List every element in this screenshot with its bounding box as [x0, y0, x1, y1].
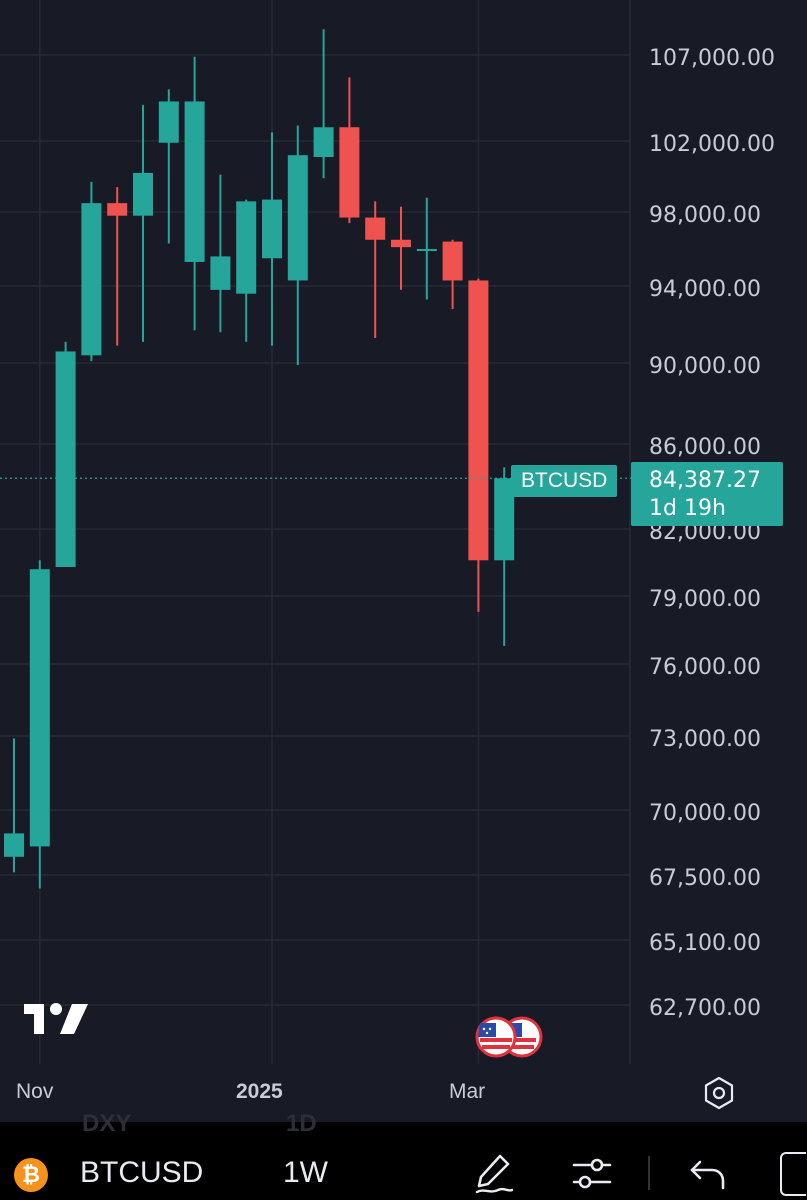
bitcoin-icon[interactable]: ₿ — [14, 1158, 48, 1192]
candle-body — [494, 478, 515, 561]
price-tick-label: 98,000.00 — [649, 203, 761, 228]
candle-body — [416, 249, 437, 251]
more-button-partial[interactable] — [780, 1152, 806, 1196]
current-price-value: 84,387.27 — [649, 468, 761, 493]
candle-body — [365, 217, 386, 240]
bar-countdown: 1d 19h — [649, 496, 726, 521]
price-tick-label: 67,500.00 — [649, 866, 761, 891]
candles-layer — [4, 29, 515, 889]
candlestick-chart[interactable]: 107,000.00 102,000.00 98,000.00 94,000.00 90… — [0, 0, 807, 1064]
current-price-tag: 84,387.27 1d 19h — [631, 462, 783, 526]
price-tick-label: 76,000.00 — [649, 655, 761, 680]
price-tick-label: 65,100.00 — [649, 931, 761, 956]
candle[interactable] — [262, 132, 282, 346]
candle[interactable] — [391, 206, 411, 290]
candle[interactable] — [416, 197, 437, 300]
candle[interactable] — [468, 278, 489, 612]
candle[interactable] — [4, 738, 24, 873]
us-events-icon[interactable] — [474, 1014, 546, 1060]
candle-body — [236, 201, 257, 294]
candle[interactable] — [210, 174, 231, 333]
candle[interactable] — [236, 199, 257, 342]
price-tick-label: 94,000.00 — [649, 277, 761, 302]
candle-body — [468, 280, 489, 561]
candle-body — [4, 833, 24, 857]
us-flag-event-icon[interactable] — [475, 1016, 517, 1058]
horizontal-gridlines — [0, 54, 630, 1006]
candle-body — [339, 127, 360, 218]
candle-body — [313, 127, 334, 157]
price-tick-label: 90,000.00 — [649, 354, 761, 379]
candle-body — [442, 241, 463, 281]
symbol-tag: BTCUSD — [511, 465, 618, 497]
candle-body — [158, 101, 179, 143]
candle-body — [55, 351, 76, 567]
ghost-interval-label: 1D — [286, 1110, 317, 1137]
candle[interactable] — [313, 29, 334, 179]
indicators-sliders-icon[interactable] — [570, 1150, 614, 1196]
candle[interactable] — [442, 239, 463, 310]
ghost-symbol-label: DXY — [82, 1110, 132, 1137]
candle[interactable] — [339, 77, 360, 224]
price-tick-label: 107,000.00 — [649, 46, 775, 71]
toolbar-divider — [648, 1156, 650, 1190]
candle[interactable] — [55, 341, 76, 567]
candle[interactable] — [81, 181, 102, 362]
candle-body — [262, 199, 282, 259]
time-label-mar: Mar — [449, 1080, 486, 1103]
candle[interactable] — [365, 201, 386, 338]
tradingview-logo[interactable] — [24, 1000, 90, 1036]
price-tick-label: 70,000.00 — [649, 801, 761, 826]
candle[interactable] — [29, 560, 50, 889]
undo-icon[interactable] — [686, 1150, 730, 1196]
price-tick-label: 102,000.00 — [649, 132, 775, 157]
chart-settings-icon[interactable] — [700, 1074, 738, 1112]
price-tick-label: 73,000.00 — [649, 727, 761, 752]
candle[interactable] — [287, 125, 308, 366]
price-tick-label: 79,000.00 — [649, 587, 761, 612]
candle[interactable] — [494, 467, 515, 646]
bottom-toolbar — [0, 1122, 807, 1200]
candle-body — [133, 172, 153, 216]
candle[interactable] — [184, 56, 205, 331]
candle-body — [210, 256, 231, 290]
candle[interactable] — [158, 89, 179, 244]
candle[interactable] — [133, 104, 153, 342]
toolbar-symbol-button[interactable]: BTCUSD — [80, 1156, 204, 1189]
price-tick-label: 62,700.00 — [649, 996, 761, 1021]
time-label-2025: 2025 — [236, 1080, 283, 1103]
candle-body — [287, 155, 308, 281]
price-tick-label: 86,000.00 — [649, 435, 761, 460]
draw-pen-icon[interactable] — [472, 1150, 516, 1196]
candle-body — [391, 239, 411, 248]
toolbar-interval-button[interactable]: 1W — [283, 1156, 328, 1189]
time-label-nov: Nov — [16, 1080, 54, 1103]
candle-body — [107, 203, 128, 216]
candle-body — [184, 101, 205, 262]
candle-body — [81, 203, 102, 356]
candle[interactable] — [107, 187, 128, 346]
candle-body — [29, 569, 50, 847]
price-scale[interactable]: 107,000.00 102,000.00 98,000.00 94,000.00 90… — [649, 46, 775, 1021]
